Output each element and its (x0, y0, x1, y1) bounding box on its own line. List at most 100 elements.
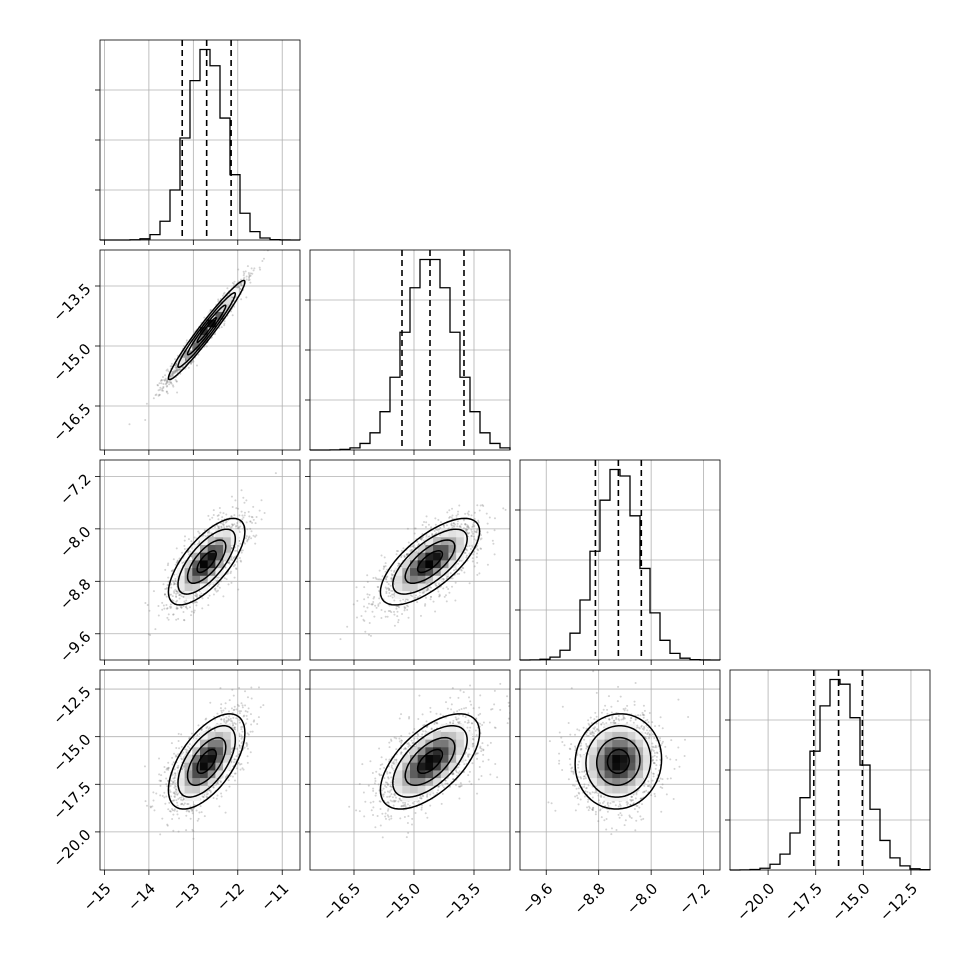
scatter-point (385, 592, 388, 595)
scatter-point (374, 576, 377, 579)
scatter-point (435, 584, 438, 587)
scatter-point (248, 278, 251, 281)
scatter-point (448, 516, 451, 519)
scatter-point (450, 523, 453, 526)
scatter-point (175, 368, 178, 371)
scatter-point (434, 523, 437, 526)
scatter-point (175, 596, 178, 599)
scatter-point (355, 586, 358, 589)
scatter-point (364, 610, 367, 613)
scatter-point (466, 532, 469, 535)
scatter-point (424, 596, 427, 599)
scatter-point (175, 369, 178, 372)
scatter-point (473, 530, 476, 533)
scatter-point (188, 747, 191, 750)
scatter-point (242, 270, 245, 273)
scatter-point (175, 547, 178, 550)
scatter-point (226, 572, 229, 575)
scatter-point (188, 553, 191, 556)
scatter-point (193, 609, 196, 612)
scatter-point (225, 513, 228, 516)
scatter-point (176, 368, 179, 371)
scatter-point (450, 524, 453, 527)
scatter-point (384, 615, 387, 618)
scatter-point (473, 550, 476, 553)
scatter-point (216, 589, 219, 592)
density-cell (425, 544, 434, 553)
density-cell (215, 311, 224, 320)
scatter-point (208, 529, 211, 532)
scatter-point (172, 372, 175, 375)
scatter-point (240, 551, 243, 554)
scatter-point (453, 569, 456, 572)
scatter-point (393, 613, 396, 616)
scatter-point (172, 558, 175, 561)
scatter-point (485, 512, 488, 515)
scatter-point (165, 380, 168, 383)
scatter-point (422, 536, 425, 539)
density-cell (425, 536, 434, 546)
density-cell (417, 575, 426, 584)
scatter-point (464, 552, 467, 555)
scatter-point (208, 531, 211, 534)
scatter-point (154, 394, 157, 397)
scatter-point (463, 571, 466, 574)
scatter-point (242, 516, 245, 519)
scatter-point (454, 581, 457, 584)
scatter-point (184, 535, 187, 538)
scatter-point (411, 545, 414, 548)
scatter-point (439, 521, 442, 524)
scatter-point (386, 581, 389, 584)
scatter-point (391, 596, 394, 599)
scatter-point (214, 587, 217, 590)
scatter-point (237, 527, 240, 530)
density-cell (223, 536, 232, 546)
scatter-point (231, 505, 234, 508)
scatter-point (192, 601, 195, 604)
scatter-point (220, 522, 223, 525)
scatter-point (166, 392, 169, 395)
scatter-point (217, 527, 220, 530)
scatter-point (167, 370, 170, 373)
scatter-point (406, 598, 409, 601)
scatter-point (396, 610, 399, 613)
density-cell (207, 544, 216, 553)
scatter-point (355, 616, 358, 619)
scatter-point (246, 540, 249, 543)
scatter-point (219, 781, 222, 784)
scatter-point (451, 577, 454, 580)
scatter-point (396, 564, 399, 567)
scatter-point (274, 472, 277, 475)
scatter-point (476, 573, 479, 576)
scatter-point (384, 578, 387, 581)
scatter-point (425, 521, 428, 524)
scatter-point (393, 624, 396, 627)
scatter-point (421, 536, 424, 539)
scatter-point (197, 542, 200, 545)
scatter-point (187, 538, 190, 541)
scatter-point (461, 566, 464, 569)
scatter-point (170, 583, 173, 586)
scatter-point (366, 580, 369, 583)
scatter-point (442, 578, 445, 581)
scatter-point (445, 577, 448, 580)
scatter-point (180, 606, 183, 609)
scatter-point (175, 366, 178, 369)
scatter-point (456, 525, 459, 528)
scatter-point (158, 393, 161, 396)
scatter-point (471, 560, 474, 563)
scatter-point (368, 622, 371, 625)
scatter-point (166, 384, 169, 387)
scatter-point (228, 562, 231, 565)
scatter-point (219, 511, 222, 514)
density-cell (207, 536, 216, 546)
density-cell (448, 560, 457, 569)
scatter-point (175, 370, 178, 373)
scatter-point (477, 549, 480, 552)
scatter-point (207, 604, 210, 607)
scatter-point (442, 524, 445, 527)
scatter-point (454, 523, 457, 526)
scatter-point (154, 628, 157, 631)
scatter-point (258, 266, 261, 269)
scatter-point (251, 521, 254, 524)
